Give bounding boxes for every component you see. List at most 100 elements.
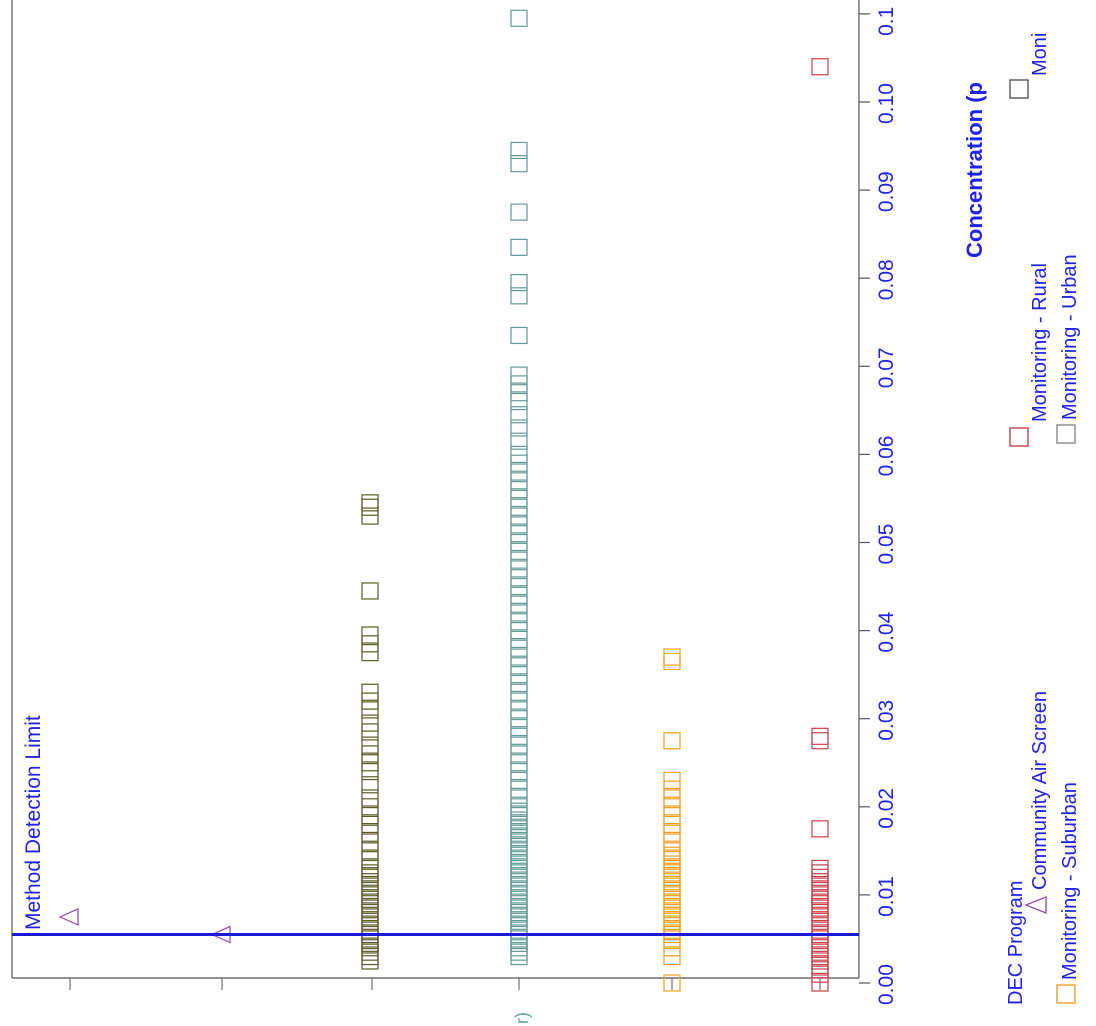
value-axis-tick-label: 0.10 — [875, 83, 898, 124]
data-point-square — [361, 701, 379, 719]
data-point-square — [663, 798, 681, 816]
data-point-square — [663, 732, 681, 750]
data-point-square — [663, 815, 681, 834]
data-point-square — [663, 833, 681, 851]
data-point-square — [510, 666, 528, 684]
data-point-square — [510, 542, 528, 560]
value-axis-tick-label: 0.08 — [875, 259, 898, 300]
data-point-square — [811, 974, 829, 992]
data-point-square — [663, 789, 681, 807]
data-point-square — [811, 820, 829, 838]
legend-square-icon — [1009, 427, 1029, 447]
data-point-square — [510, 498, 528, 516]
data-point-square — [510, 780, 528, 798]
value-axis-tick-label: 0.09 — [875, 171, 898, 212]
legend-entry-monitoring-partial: Moni — [1009, 33, 1051, 99]
data-point-square — [361, 626, 379, 644]
data-point-square — [361, 776, 379, 794]
data-point-square — [663, 771, 681, 789]
data-point-square — [510, 551, 528, 569]
data-point-square — [510, 586, 528, 604]
data-point-square — [510, 762, 528, 781]
legend-square-icon — [1009, 79, 1029, 99]
legend-entry-monitoring-rural: Monitoring - Rural — [1009, 263, 1051, 447]
data-point-square — [361, 745, 379, 763]
data-point-square — [510, 489, 528, 508]
data-point-square — [361, 692, 379, 710]
data-point-square — [361, 498, 379, 516]
legend-square-icon — [1056, 424, 1076, 444]
data-point-square — [510, 595, 528, 613]
data-point-square — [510, 203, 528, 221]
data-point-square — [510, 771, 528, 789]
legend-triangle-icon — [1024, 895, 1047, 915]
data-point-square — [510, 674, 528, 693]
data-point-square — [361, 635, 379, 653]
data-point-square — [510, 516, 528, 534]
data-point-square — [510, 238, 528, 256]
legend-entry-monitoring-suburban: Monitoring - Suburban — [1056, 782, 1081, 1004]
value-axis-tick-label: 0.07 — [875, 347, 898, 388]
data-point-square — [361, 789, 379, 807]
data-point-square — [510, 630, 528, 649]
data-point-square — [663, 648, 681, 666]
value-axis-ticks: 0.00 0.01 0.02 0.03 0.04 0.05 0.06 0.07 0.08 0.09… — [69, 7, 898, 1005]
data-point-square — [811, 859, 829, 878]
data-point-square — [510, 507, 528, 525]
data-point-square — [361, 736, 379, 754]
data-point-square — [510, 155, 528, 173]
data-point-square — [510, 274, 528, 292]
data-point-square — [361, 833, 379, 851]
data-point-square — [510, 710, 528, 728]
data-point-square — [510, 789, 528, 807]
data-point-square — [510, 392, 528, 411]
data-point-square — [361, 494, 379, 512]
data-point-square — [510, 533, 528, 552]
data-point-square — [510, 326, 528, 345]
data-point-square — [510, 604, 528, 622]
data-point-square — [361, 723, 379, 741]
data-point-square — [663, 824, 681, 842]
data-point-square — [510, 481, 528, 499]
data-point-square — [510, 577, 528, 596]
data-point-square — [510, 432, 528, 450]
data-point-square — [510, 683, 528, 701]
data-point-triangle — [58, 907, 79, 926]
data-point-square — [510, 692, 528, 710]
value-axis-tick-label: 0.1 — [875, 7, 898, 36]
value-axis-tick-label: 0.04 — [875, 611, 898, 652]
data-point-square — [361, 815, 379, 834]
data-point-square — [510, 648, 528, 666]
data-point-square — [510, 727, 528, 745]
data-point-square — [510, 375, 528, 393]
data-point-square — [510, 419, 528, 437]
data-point-square — [510, 736, 528, 754]
value-axis-tick-label: 0.01 — [875, 876, 898, 917]
legend-title: DEC Program — [1005, 881, 1027, 1005]
legend-label: Community Air Screen — [1029, 691, 1051, 890]
data-point-square — [510, 718, 528, 737]
data-point-square — [510, 525, 528, 543]
data-point-square — [663, 947, 681, 966]
data-point-square — [361, 807, 379, 825]
data-point-square — [811, 732, 829, 750]
data-point-square — [510, 141, 528, 160]
data-point-square — [510, 463, 528, 481]
data-point-square — [361, 798, 379, 816]
data-points — [58, 9, 829, 992]
data-point-square — [361, 507, 379, 525]
data-point-square — [510, 445, 528, 463]
value-axis-tick-label: 0.03 — [875, 700, 898, 741]
data-point-square — [663, 842, 681, 860]
data-point-square — [510, 701, 528, 719]
data-point-square — [510, 639, 528, 657]
legend-label: Monitoring - Suburban — [1059, 782, 1081, 980]
value-axis-tick-label: 0.00 — [875, 964, 898, 1005]
data-point-square — [510, 287, 528, 305]
data-point-square — [361, 683, 379, 701]
data-point-square — [361, 754, 379, 772]
data-point-square — [510, 560, 528, 578]
data-point-square — [361, 824, 379, 842]
data-point-square — [510, 366, 528, 384]
legend-entry-community-air-screen: Community Air Screen — [1024, 691, 1051, 915]
